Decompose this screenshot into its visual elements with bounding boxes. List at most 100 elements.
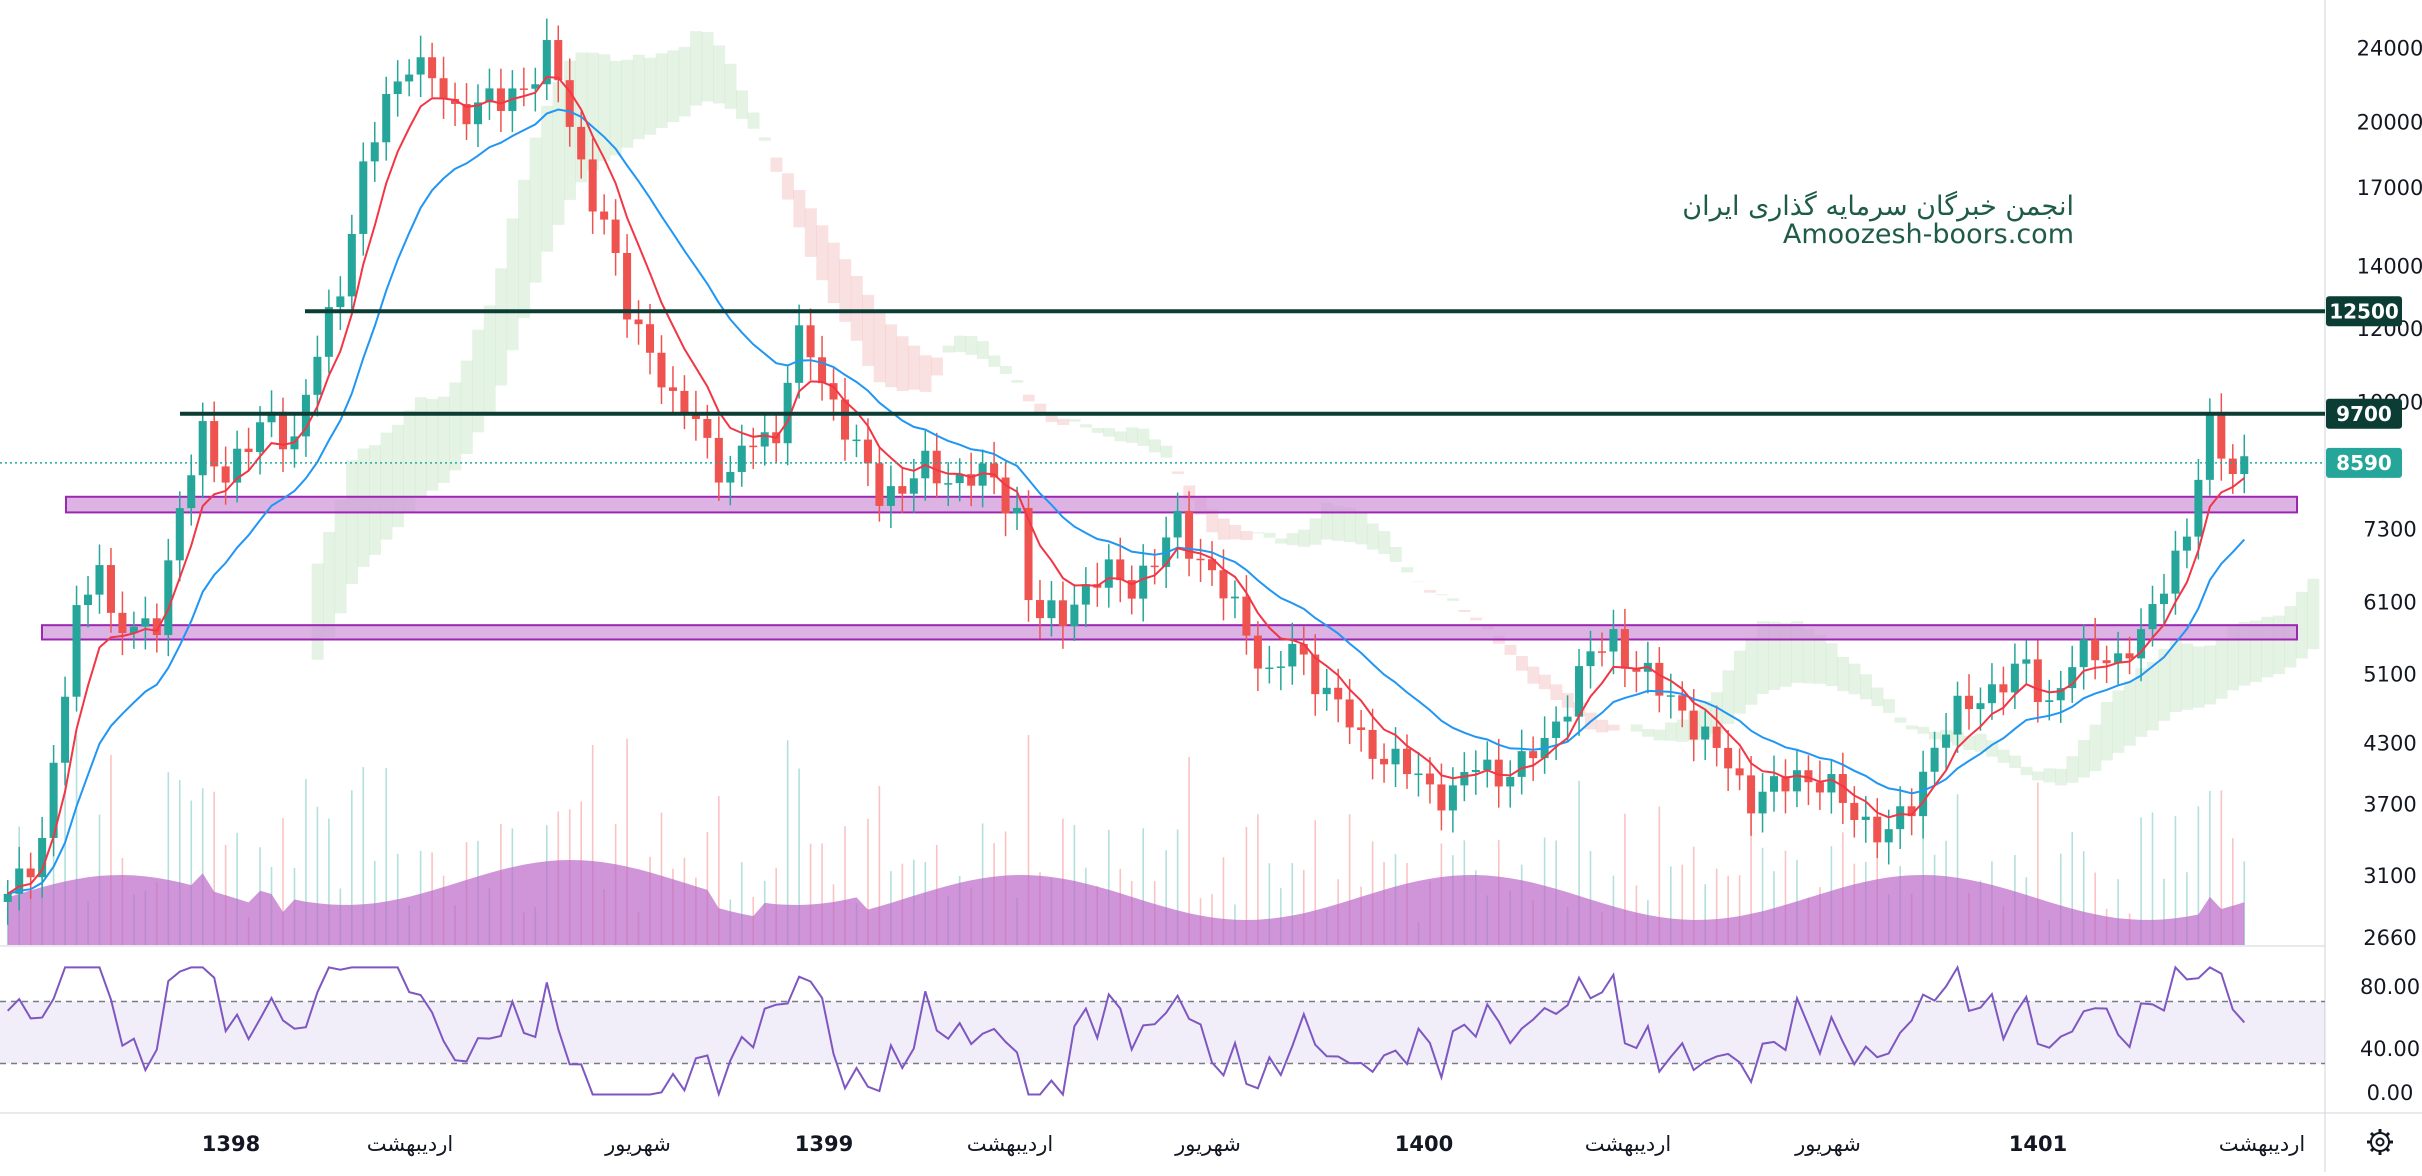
cloud-segment bbox=[702, 32, 714, 101]
cloud-segment bbox=[1287, 533, 1299, 545]
cloud-segment bbox=[1527, 667, 1539, 684]
cloud-segment bbox=[2112, 690, 2124, 752]
candle-body bbox=[1999, 684, 2007, 692]
candle-body bbox=[1885, 829, 1893, 842]
candle-body bbox=[1242, 597, 1250, 636]
cloud-segment bbox=[656, 53, 668, 128]
candle-body bbox=[1724, 748, 1732, 768]
candle-body bbox=[497, 88, 505, 111]
candle-body bbox=[703, 419, 711, 438]
cloud-segment bbox=[1872, 687, 1884, 706]
cloud-segment bbox=[2147, 662, 2159, 730]
candle-body bbox=[1736, 768, 1744, 775]
candle-body bbox=[1942, 735, 1950, 748]
candle-body bbox=[1954, 696, 1962, 735]
candle-body bbox=[1575, 666, 1583, 717]
cloud-segment bbox=[2078, 740, 2090, 778]
cloud-segment bbox=[1504, 645, 1516, 655]
candle-body bbox=[1392, 749, 1400, 765]
candle-body bbox=[1357, 727, 1365, 730]
candle-body bbox=[440, 78, 448, 99]
cloud-segment bbox=[748, 113, 760, 129]
cloud-segment bbox=[1963, 736, 1975, 750]
cloud-segment bbox=[1160, 446, 1172, 458]
time-axis-label: اردیبهشت bbox=[1585, 1132, 1672, 1156]
candle-body bbox=[1931, 748, 1939, 772]
candle-body bbox=[1219, 570, 1227, 598]
cloud-segment bbox=[1998, 750, 2010, 763]
candle-body bbox=[520, 88, 528, 90]
candle-body bbox=[1231, 597, 1239, 599]
cloud-segment bbox=[1459, 610, 1471, 612]
candle-body bbox=[1862, 817, 1870, 820]
candle-body bbox=[1896, 806, 1904, 829]
cloud-segment bbox=[931, 357, 943, 375]
candle-body bbox=[405, 75, 413, 82]
candle-body bbox=[1403, 749, 1411, 774]
candle-body bbox=[4, 894, 12, 902]
price-badge-label: 12500 bbox=[2329, 299, 2399, 323]
cloud-segment bbox=[2193, 647, 2205, 708]
cloud-segment bbox=[530, 138, 542, 283]
cloud-segment bbox=[1103, 428, 1115, 437]
price-tick-label: 6100 bbox=[2363, 590, 2416, 614]
candle-body bbox=[1369, 730, 1377, 759]
time-axis-label: 1399 bbox=[795, 1132, 853, 1156]
candle-body bbox=[864, 440, 872, 464]
time-axis-label: شهریور bbox=[604, 1132, 671, 1156]
candle-body bbox=[382, 94, 390, 142]
candle-body bbox=[898, 486, 906, 494]
cloud-segment bbox=[2101, 702, 2113, 761]
candle-body bbox=[118, 613, 126, 633]
candle-body bbox=[1323, 688, 1331, 694]
candle-body bbox=[95, 565, 103, 595]
cloud-segment bbox=[1883, 699, 1895, 713]
candle-body bbox=[726, 472, 734, 483]
candle-body bbox=[84, 595, 92, 605]
candle-body bbox=[1082, 584, 1090, 604]
watermark-title: انجمن خبرگان سرمایه گذاری ایران bbox=[1682, 190, 2074, 222]
time-axis-label: شهریور bbox=[1174, 1132, 1241, 1156]
cloud-segment bbox=[1401, 567, 1413, 572]
candle-body bbox=[1380, 759, 1388, 764]
candle-body bbox=[1116, 559, 1124, 580]
cloud-segment bbox=[1390, 547, 1402, 562]
candle-body bbox=[1598, 651, 1606, 653]
candle-body bbox=[1965, 696, 1973, 709]
candle-body bbox=[738, 446, 746, 472]
candle-body bbox=[2160, 594, 2168, 604]
time-axis-label: 1398 bbox=[202, 1132, 260, 1156]
cloud-segment bbox=[472, 330, 484, 433]
candle-body bbox=[1449, 785, 1457, 810]
cloud-segment bbox=[461, 361, 473, 454]
candle-body bbox=[1174, 511, 1182, 538]
candle-body bbox=[795, 325, 803, 383]
candle-body bbox=[2217, 415, 2225, 459]
cloud-segment bbox=[725, 64, 737, 109]
candle-body bbox=[325, 307, 333, 357]
candle-body bbox=[807, 325, 815, 357]
candle-body bbox=[1770, 776, 1778, 792]
time-axis-label: اردیبهشت bbox=[967, 1132, 1054, 1156]
cloud-segment bbox=[2307, 579, 2319, 649]
candle-body bbox=[2091, 640, 2099, 661]
cloud-segment bbox=[438, 397, 450, 483]
cloud-segment bbox=[1745, 637, 1757, 704]
cloud-segment bbox=[1011, 380, 1023, 383]
candle-body bbox=[749, 446, 757, 448]
candle-body bbox=[1334, 688, 1342, 700]
candle-body bbox=[1873, 817, 1881, 843]
cloud-segment bbox=[1837, 657, 1849, 691]
candle-body bbox=[2229, 459, 2237, 474]
candle-body bbox=[1506, 777, 1514, 787]
candle-body bbox=[1047, 600, 1055, 618]
candle-body bbox=[1346, 699, 1354, 727]
cloud-segment bbox=[2089, 725, 2101, 771]
cloud-segment bbox=[805, 208, 817, 257]
candle-body bbox=[1701, 727, 1709, 740]
time-axis-label: اردیبهشت bbox=[367, 1132, 454, 1156]
candle-body bbox=[176, 508, 184, 560]
candle-body bbox=[245, 449, 253, 452]
cloud-segment bbox=[1436, 594, 1448, 595]
price-tick-label: 14000 bbox=[2357, 254, 2422, 278]
